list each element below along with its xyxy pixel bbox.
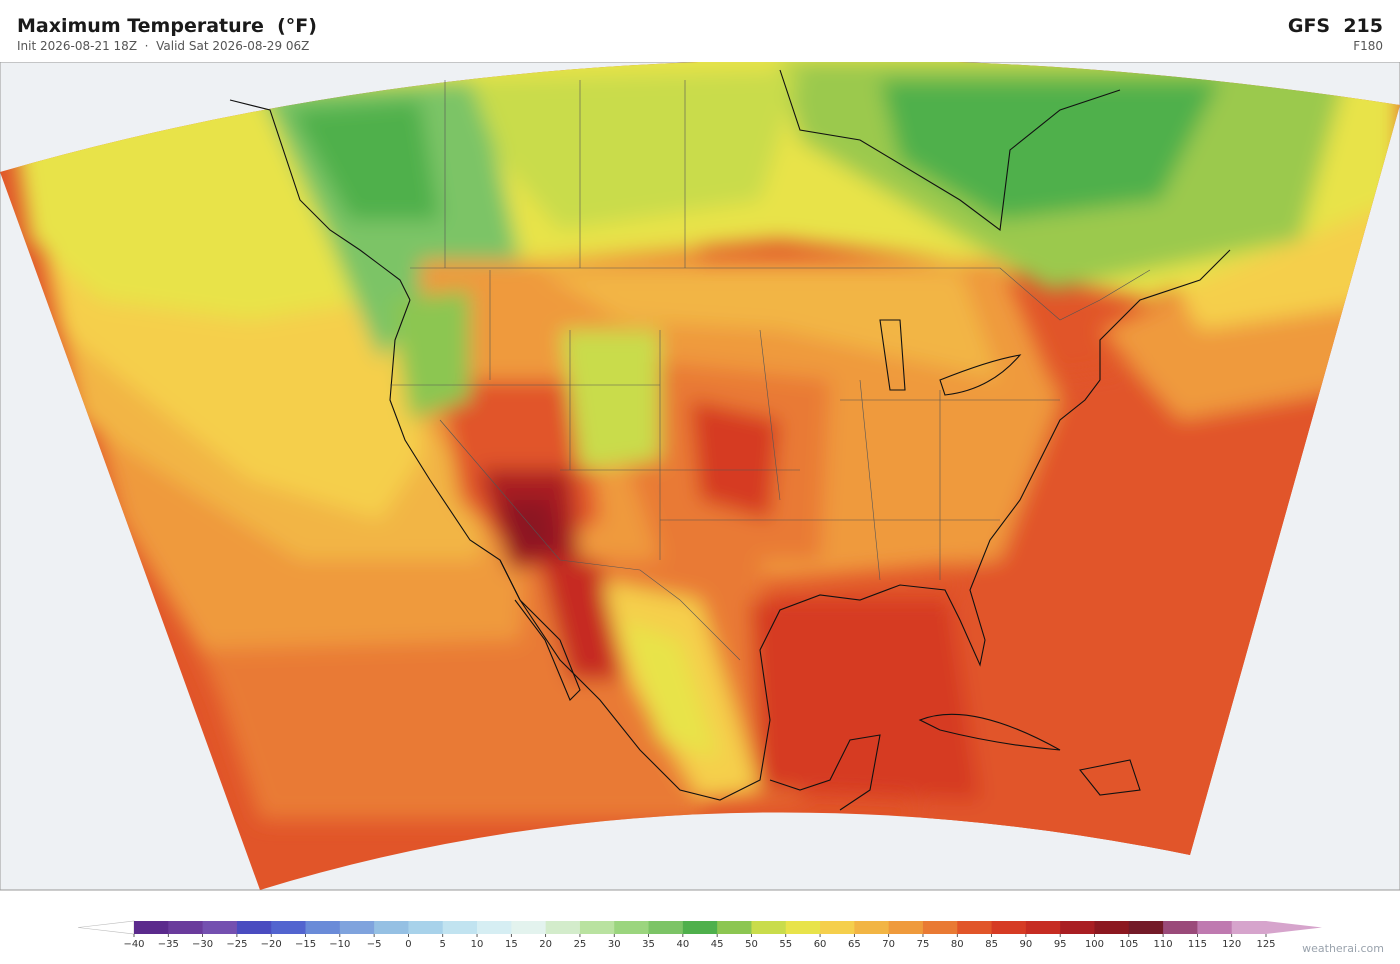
colorbar-tick-label: 20 (539, 939, 552, 950)
colorbar-swatch (202, 921, 238, 934)
map (0, 62, 1400, 891)
colorbar-swatch (477, 921, 512, 934)
title: Maximum Temperature (°F) (17, 15, 317, 37)
colorbar-swatch (648, 921, 684, 934)
colorbar-swatch (134, 921, 169, 934)
colorbar-tick-label: −10 (329, 939, 350, 950)
colorbar-tick-label: 70 (882, 939, 895, 950)
colorbar-tick-label: 85 (985, 939, 998, 950)
colorbar-tick-label: −5 (367, 939, 382, 950)
colorbar: −40 −35 −30 −25 −20 −15 −10 −5 0 5 10 15 20 25 30 35 40 4… (77, 920, 1322, 950)
colorbar-swatch (1060, 921, 1095, 934)
colorbar-tick-label: 75 (917, 939, 930, 950)
colorbar-over (1266, 921, 1322, 934)
colorbar-tick-label: 120 (1222, 939, 1241, 950)
colorbar-tick-label: 35 (642, 939, 655, 950)
colorbar-tick-label: 90 (1020, 939, 1033, 950)
colorbar-tick-label: 5 (440, 939, 446, 950)
colorbar-tick-label: −40 (123, 939, 144, 950)
colorbar-swatch (271, 921, 307, 934)
temperature-field (0, 62, 1400, 890)
colorbar-tick-label: 80 (951, 939, 964, 950)
coastlines (229, 69, 1231, 811)
colorbar-tick-label: 45 (711, 939, 724, 950)
colorbar-tick-label: 110 (1154, 939, 1173, 950)
colorbar-swatch (374, 921, 409, 934)
watermark: weatherai.com (1302, 942, 1384, 955)
subtitle: Init 2026-08-21 18Z · Valid Sat 2026-08-… (17, 39, 310, 53)
colorbar-swatch (717, 921, 752, 934)
colorbar-swatch (751, 921, 787, 934)
colorbar-tick-label: 25 (574, 939, 587, 950)
colorbar-swatch (1231, 921, 1267, 934)
colorbar-swatch (305, 921, 341, 934)
colorbar-swatch (442, 921, 478, 934)
colorbar-tick-label: 10 (471, 939, 484, 950)
colorbar-tick-label: 100 (1085, 939, 1104, 950)
colorbar-swatch (1163, 921, 1198, 934)
colorbar-swatch (545, 921, 581, 934)
colorbar-swatch (168, 921, 204, 934)
colorbar-tick-label: 30 (608, 939, 621, 950)
colorbar-tick-label: 55 (779, 939, 792, 950)
colorbar-tick-label: −25 (226, 939, 247, 950)
colorbar-swatch (236, 921, 272, 934)
colorbar-swatch (854, 921, 890, 934)
colorbar-tick-label: 115 (1188, 939, 1207, 950)
colorbar-tick-label: 0 (405, 939, 411, 950)
colorbar-tick-label: 40 (676, 939, 689, 950)
colorbar-tick-label: −35 (158, 939, 179, 950)
colorbar-swatch (922, 921, 958, 934)
colorbar-swatch (408, 921, 444, 934)
colorbar-swatch (1197, 921, 1233, 934)
colorbar-swatch (991, 921, 1027, 934)
colorbar-under (77, 920, 135, 935)
colorbar-tick-label: 105 (1119, 939, 1138, 950)
colorbar-tick-label: 95 (1054, 939, 1067, 950)
colorbar-tick-label: 15 (505, 939, 518, 950)
colorbar-tick-label: −15 (295, 939, 316, 950)
model-name: GFS 215 (1287, 15, 1383, 37)
colorbar-tick-label: −20 (261, 939, 282, 950)
colorbar-swatch (1094, 921, 1130, 934)
colorbar-swatch (579, 921, 615, 934)
colorbar-tick-label: 50 (745, 939, 758, 950)
forecast-hour: F180 (1353, 39, 1383, 53)
colorbar-tick-label: −30 (192, 939, 213, 950)
colorbar-swatch (614, 921, 650, 934)
colorbar-tick-label: 60 (814, 939, 827, 950)
colorbar-swatch (339, 921, 375, 934)
colorbar-tick-label: 65 (848, 939, 861, 950)
colorbar-swatch (511, 921, 547, 934)
colorbar-swatch (1025, 921, 1061, 934)
colorbar-swatch (888, 921, 924, 934)
colorbar-tick-label: 125 (1256, 939, 1275, 950)
borders (390, 80, 1151, 661)
colorbar-swatch (682, 921, 718, 934)
colorbar-swatch (785, 921, 821, 934)
colorbar-swatch (1128, 921, 1164, 934)
colorbar-swatch (820, 921, 855, 934)
colorbar-swatch (957, 921, 993, 934)
